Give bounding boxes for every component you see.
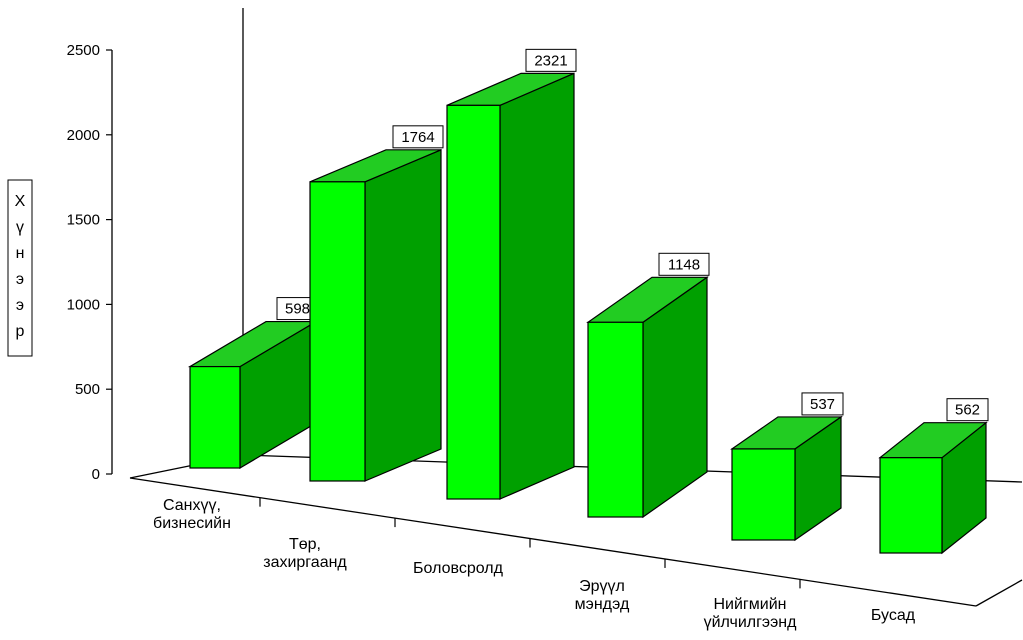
bar: 2321 [446, 48, 577, 500]
bar-front-face [446, 104, 501, 500]
category-labels: Санхүү, бизнесийн Төр, захиргаанд Боловсролд… [153, 497, 916, 631]
y-axis-label-letter: э [16, 297, 24, 314]
data-label-box [946, 398, 989, 422]
bar-side-face [499, 72, 575, 500]
data-label-box [658, 252, 710, 276]
y-axis-label-letter: н [16, 245, 25, 262]
bar: 598 [187, 297, 319, 470]
data-label: 1148 [668, 256, 700, 273]
category-label: Санхүү, бизнесийн [153, 497, 231, 532]
data-label: 1764 [401, 129, 434, 146]
category-label: Эрүүл мэндэд [575, 578, 630, 613]
bar: 537 [730, 392, 844, 542]
category-label: Боловсролд [413, 560, 504, 577]
bar-front-face [731, 448, 796, 541]
category-label: Бусад [871, 607, 916, 624]
bar: 1148 [586, 252, 710, 519]
bar-front-face [879, 457, 943, 554]
y-axis-label-box [7, 179, 33, 357]
y-tick-label: 2000 [67, 127, 100, 144]
y-axis-label-letter: ү [16, 219, 24, 236]
y-tick-label: 1000 [67, 296, 100, 313]
y-axis-label-letter: р [16, 323, 25, 340]
chart-bars: 598 1764 2321 1148 537 562 [187, 48, 989, 555]
y-tick-label: 2500 [67, 42, 100, 59]
y-axis-label-letter: э [16, 271, 24, 288]
bar-front-face [189, 365, 241, 469]
bar: 1764 [309, 125, 444, 482]
data-label-box [392, 125, 444, 149]
data-label: 598 [285, 301, 310, 318]
category-label: Нийгмийн үйлчилгээнд [704, 596, 798, 631]
data-label: 562 [955, 402, 980, 419]
y-axis-label-letter: Х [15, 193, 26, 210]
bar-front-face [587, 321, 644, 518]
y-tick-label: 0 [92, 466, 100, 483]
y-tick-label: 1500 [67, 212, 100, 229]
bar: 562 [878, 398, 989, 555]
bar-front-face [309, 181, 366, 482]
data-label-box [801, 392, 844, 416]
category-label: Төр, захиргаанд [263, 536, 347, 571]
y-tick-label: 500 [75, 381, 100, 398]
bar-side-face [364, 148, 442, 482]
data-label: 537 [810, 396, 835, 413]
data-label-box [525, 48, 577, 72]
data-label: 2321 [534, 52, 567, 69]
